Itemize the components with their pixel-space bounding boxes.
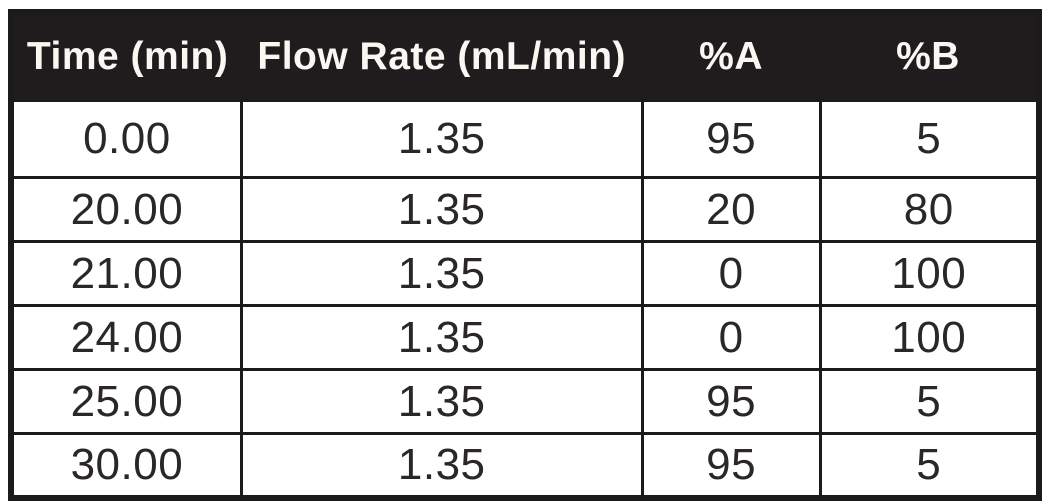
table-row: 24.00 1.35 0 100 (9, 304, 1041, 371)
column-header-time: Time (min) (11, 12, 242, 101)
cell-time: 30.00 (9, 432, 243, 499)
cell-percent-a: 0 (640, 240, 822, 307)
column-header-percent-b: %B (820, 12, 1039, 101)
cell-percent-b: 80 (818, 176, 1041, 243)
cell-percent-b: 5 (818, 368, 1041, 435)
gradient-method-table: Time (min) Flow Rate (mL/min) %A %B 0.00… (8, 9, 1042, 501)
table-row: 21.00 1.35 0 100 (9, 240, 1041, 307)
cell-flow-rate: 1.35 (239, 99, 644, 179)
cell-flow-rate: 1.35 (239, 176, 644, 243)
column-header-flow-rate: Flow Rate (mL/min) (241, 12, 643, 101)
cell-time: 0.00 (9, 99, 243, 179)
cell-percent-b: 5 (818, 432, 1041, 499)
cell-time: 20.00 (9, 176, 243, 243)
table-row: 20.00 1.35 20 80 (9, 176, 1041, 243)
header-row: Time (min) Flow Rate (mL/min) %A %B (11, 12, 1039, 101)
cell-percent-b: 100 (818, 304, 1041, 371)
cell-percent-b: 100 (818, 240, 1041, 307)
table-body: 0.00 1.35 95 5 20.00 1.35 20 80 21.00 1.… (9, 99, 1041, 499)
cell-percent-a: 95 (640, 368, 822, 435)
cell-flow-rate: 1.35 (239, 432, 644, 499)
cell-percent-a: 0 (640, 304, 822, 371)
table-header: Time (min) Flow Rate (mL/min) %A %B (11, 12, 1039, 101)
cell-time: 21.00 (9, 240, 243, 307)
table-row: 25.00 1.35 95 5 (9, 368, 1041, 435)
table-row: 0.00 1.35 95 5 (9, 99, 1041, 179)
cell-time: 25.00 (9, 368, 243, 435)
cell-flow-rate: 1.35 (239, 368, 644, 435)
column-header-percent-a: %A (642, 12, 821, 101)
table-row: 30.00 1.35 95 5 (9, 432, 1041, 499)
cell-flow-rate: 1.35 (239, 240, 644, 307)
cell-percent-a: 95 (640, 99, 822, 179)
cell-time: 24.00 (9, 304, 243, 371)
cell-percent-a: 95 (640, 432, 822, 499)
cell-percent-a: 20 (640, 176, 822, 243)
cell-percent-b: 5 (818, 99, 1041, 179)
cell-flow-rate: 1.35 (239, 304, 644, 371)
